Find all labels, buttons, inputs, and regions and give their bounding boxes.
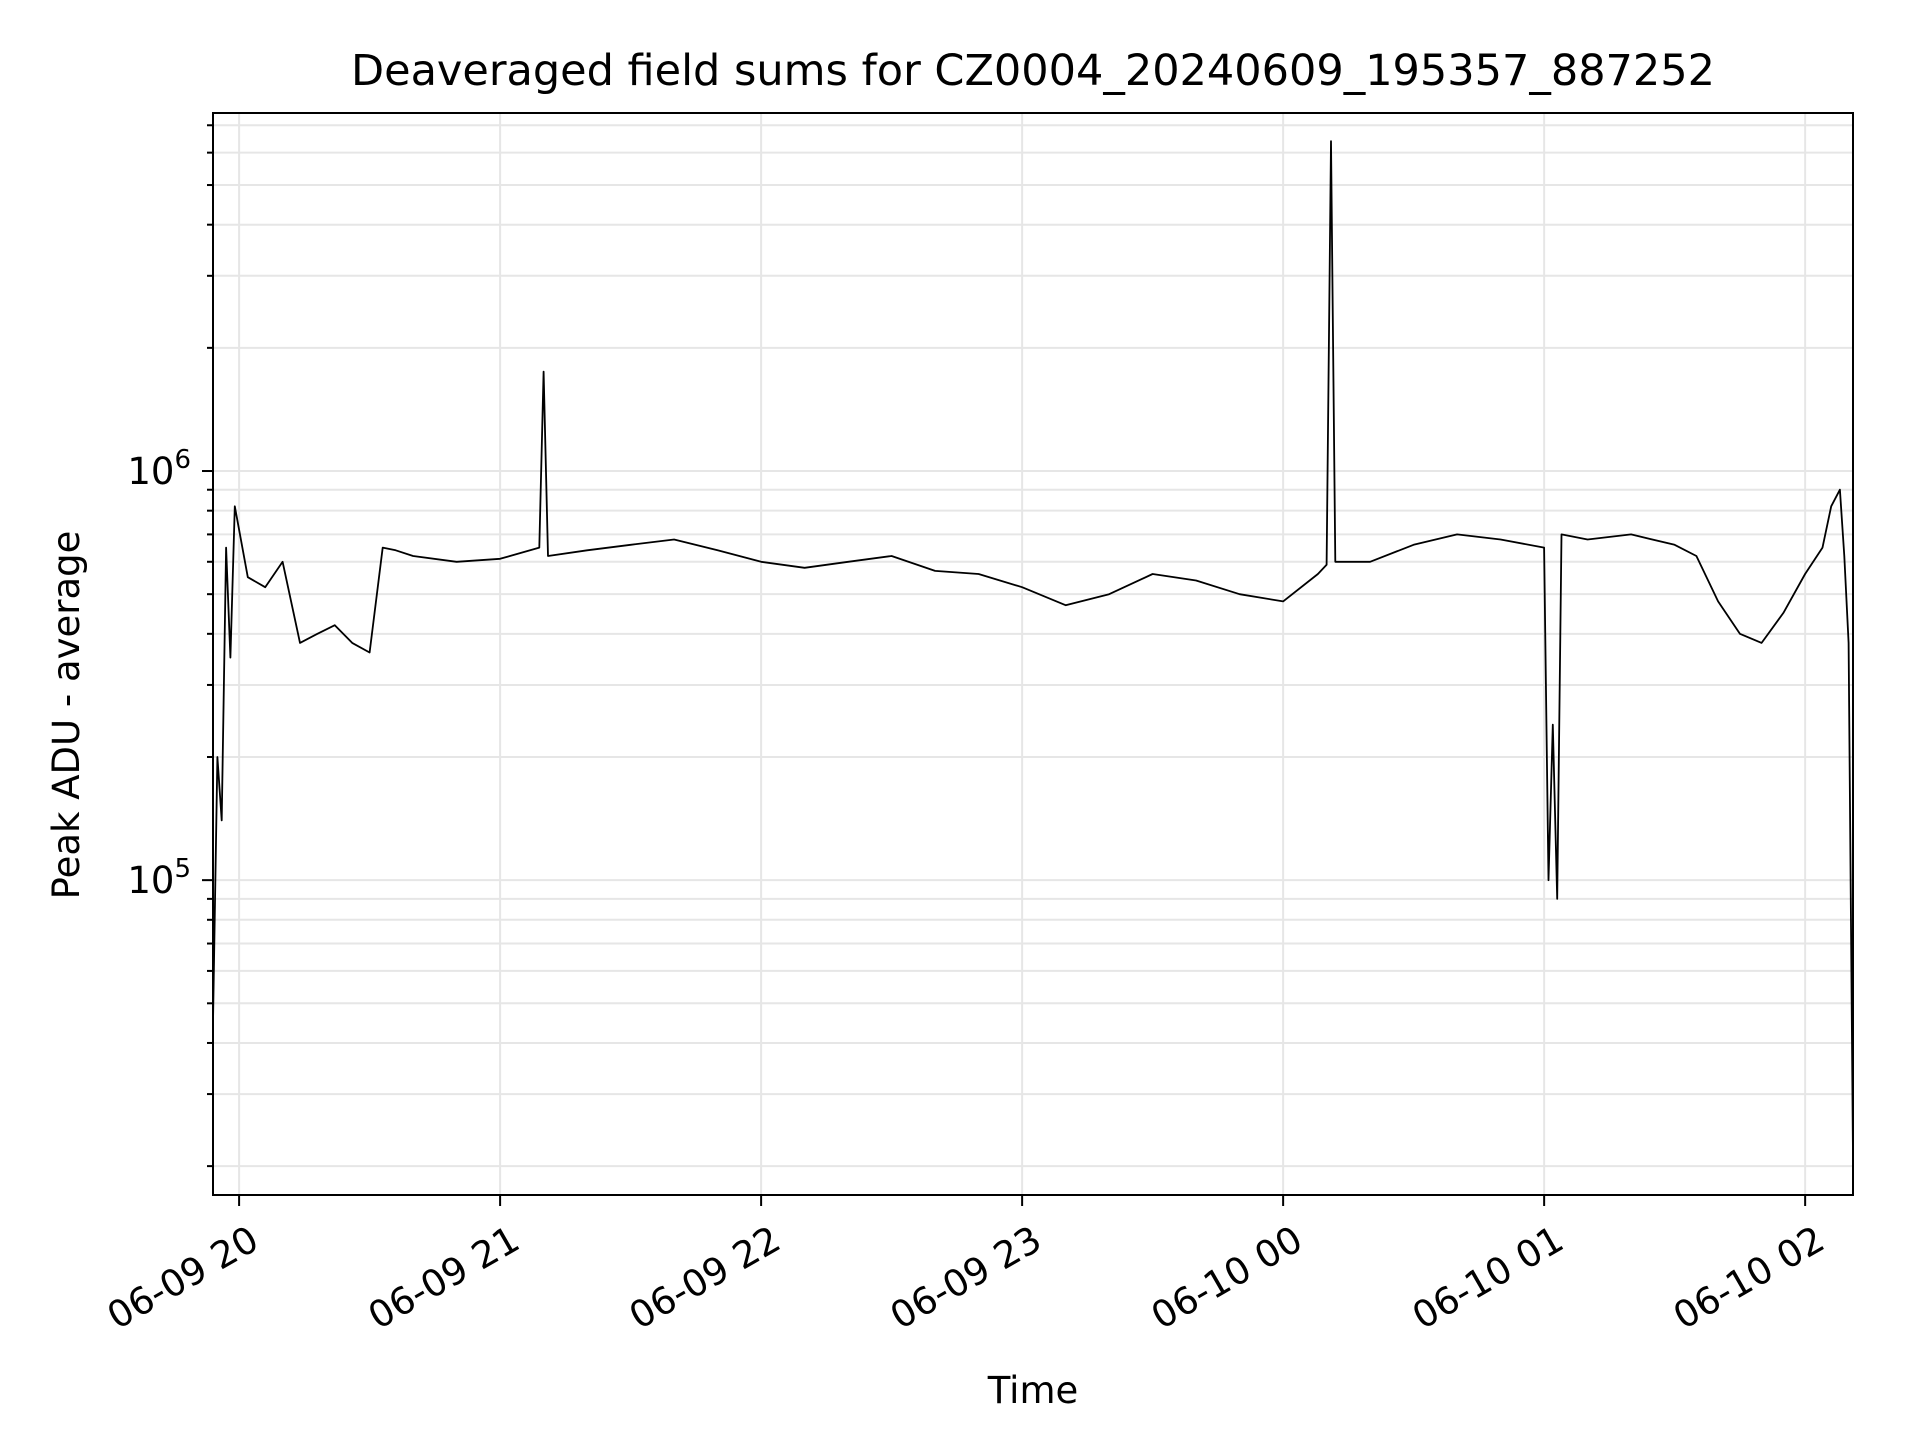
y-tick-label: 105 [127,854,191,902]
plot-frame [212,112,1854,1196]
y-axis: 105 106 [127,124,213,1168]
x-axis-label: Time [987,1369,1079,1412]
grid-layer [213,113,1853,1195]
y-tick-label: 106 [127,445,191,493]
y-axis-label: Peak ADU - average [45,531,88,900]
chart-title: Deaveraged field sums for CZ0004_2024060… [351,46,1715,96]
series-layer [212,140,1854,1158]
series-line [212,140,1854,1158]
